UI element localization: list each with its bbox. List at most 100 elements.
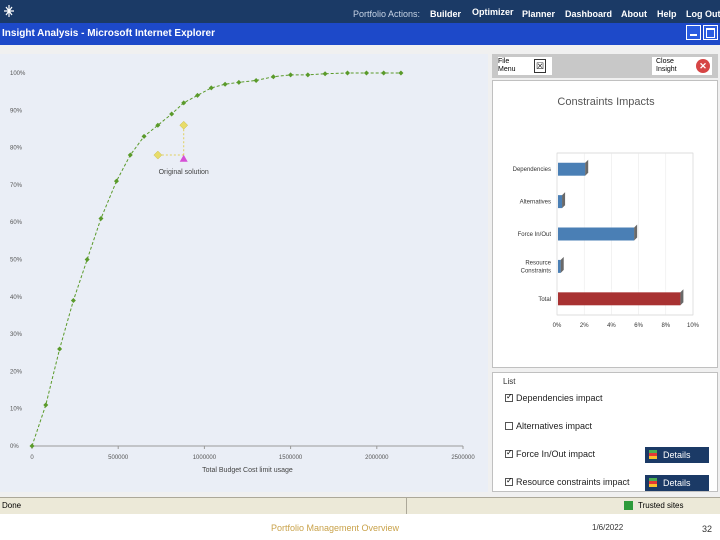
y-tick-label: 90% bbox=[10, 108, 23, 114]
curve-point bbox=[208, 85, 214, 91]
resource-constraints-details-button[interactable]: Details bbox=[645, 475, 709, 491]
trusted-sites-icon bbox=[624, 501, 633, 510]
force-in-out-checkbox[interactable] bbox=[505, 448, 513, 458]
window-title-bar: Insight Analysis - Microsoft Internet Ex… bbox=[0, 23, 720, 45]
constraints-bar bbox=[558, 292, 681, 306]
constraints-bar-top bbox=[558, 224, 638, 228]
resource-constraints-checkbox[interactable] bbox=[505, 476, 513, 486]
option-resource-constraints[interactable]: Resource constraints impact bbox=[505, 476, 630, 487]
curve-point bbox=[381, 70, 387, 76]
status-divider bbox=[406, 498, 407, 514]
nav-planner[interactable]: Planner bbox=[522, 9, 556, 19]
insight-toolbar: File Menu ☒ Close Insight ✕ bbox=[492, 54, 718, 78]
original-solution-marker bbox=[179, 154, 188, 162]
constraints-category-label: Alternatives bbox=[520, 200, 551, 206]
constraints-bar-top bbox=[558, 289, 684, 293]
footer-date: 1/6/2022 bbox=[592, 523, 624, 532]
constraints-bar-side bbox=[585, 159, 589, 176]
constraints-category-label: Force In/Out bbox=[518, 232, 552, 238]
close-icon: ✕ bbox=[696, 59, 710, 73]
curve-point bbox=[84, 257, 90, 262]
constraints-x-tick: 6% bbox=[634, 323, 643, 329]
portfolio-actions-label: Portfolio Actions: bbox=[353, 9, 421, 19]
status-text: Done bbox=[2, 501, 22, 510]
curve-point bbox=[70, 298, 76, 304]
option-label: Resource constraints impact bbox=[516, 477, 630, 487]
browser-status-bar: Done Trusted sites bbox=[0, 497, 720, 514]
curve-point bbox=[288, 72, 294, 78]
constraints-category-label: Dependencies bbox=[513, 167, 551, 173]
details-icon bbox=[649, 450, 657, 459]
footer-title: Portfolio Management Overview bbox=[271, 523, 400, 533]
constraints-bar-side bbox=[680, 289, 684, 306]
curve-point bbox=[127, 152, 133, 158]
curve-point bbox=[398, 70, 404, 76]
close-insight-label: Close Insight bbox=[656, 58, 677, 73]
file-menu-button[interactable]: File Menu ☒ bbox=[498, 57, 552, 75]
y-tick-label: 40% bbox=[10, 295, 23, 301]
curve-point bbox=[141, 133, 147, 139]
highlight-point bbox=[179, 120, 189, 130]
file-menu-icon: ☒ bbox=[534, 59, 546, 73]
curve-point bbox=[98, 215, 104, 221]
nav-builder[interactable]: Builder bbox=[430, 9, 462, 19]
top-nav-bar: Portfolio Actions: Builder Optimizer Pla… bbox=[0, 0, 720, 23]
x-axis-label: Total Budget Cost limit usage bbox=[202, 467, 293, 474]
curve-point bbox=[113, 178, 119, 184]
curve-point bbox=[363, 70, 369, 76]
constraints-bar-side bbox=[562, 192, 566, 209]
curve-point bbox=[57, 346, 63, 352]
file-menu-label: File Menu bbox=[498, 58, 516, 73]
y-tick-label: 100% bbox=[10, 71, 26, 77]
curve-point bbox=[181, 100, 187, 106]
constraints-bar-side bbox=[634, 224, 638, 241]
constraints-bar bbox=[558, 195, 563, 209]
details-label: Details bbox=[663, 450, 691, 460]
curve-point bbox=[169, 111, 175, 117]
close-insight-button[interactable]: Close Insight ✕ bbox=[652, 57, 712, 75]
y-tick-label: 70% bbox=[10, 183, 23, 189]
curve-point bbox=[222, 81, 228, 87]
force-in-out-details-button[interactable]: Details bbox=[645, 447, 709, 463]
curve-point bbox=[29, 443, 35, 449]
constraints-category-label: Constraints bbox=[521, 268, 551, 274]
x-tick-label: 1000000 bbox=[193, 455, 217, 461]
trusted-sites-label: Trusted sites bbox=[638, 501, 684, 510]
option-label: Force In/Out impact bbox=[516, 449, 596, 459]
original-solution-label: Original solution bbox=[159, 169, 209, 176]
details-icon bbox=[649, 478, 657, 487]
impact-options-panel: List Dependencies impact Alternatives im… bbox=[492, 372, 718, 492]
constraints-impacts-chart: Constraints Impacts 0% 2% 4% 6% 8% 10% Dependen… bbox=[513, 96, 700, 329]
curve-point bbox=[43, 402, 49, 408]
curve-point bbox=[344, 70, 350, 76]
constraints-bar-top bbox=[558, 256, 564, 260]
y-tick-label: 60% bbox=[10, 220, 23, 226]
option-dependencies[interactable]: Dependencies impact bbox=[505, 392, 603, 403]
options-heading: List bbox=[503, 377, 516, 386]
minimize-button[interactable] bbox=[686, 25, 701, 40]
alternatives-checkbox[interactable] bbox=[505, 422, 513, 430]
constraints-x-tick: 10% bbox=[687, 323, 700, 329]
slide-footer: Portfolio Management Overview 1/6/2022 3… bbox=[0, 514, 720, 540]
x-tick-label: 1500000 bbox=[279, 455, 303, 461]
nav-optimizer[interactable]: Optimizer bbox=[472, 7, 514, 17]
details-label: Details bbox=[663, 478, 691, 488]
nav-logout[interactable]: Log Out bbox=[686, 9, 720, 19]
nav-help[interactable]: Help bbox=[657, 9, 677, 19]
dependencies-checkbox[interactable] bbox=[505, 392, 513, 402]
nav-about[interactable]: About bbox=[621, 9, 647, 19]
constraints-x-tick: 0% bbox=[553, 323, 562, 329]
curve-point bbox=[305, 72, 311, 78]
app-logo-icon bbox=[4, 5, 14, 17]
curve-point bbox=[155, 122, 161, 128]
constraints-bar-side bbox=[560, 256, 564, 273]
option-force-in-out[interactable]: Force In/Out impact bbox=[505, 448, 596, 459]
curve-point bbox=[236, 79, 242, 85]
constraints-x-tick: 4% bbox=[607, 323, 616, 329]
constraints-bar bbox=[558, 162, 586, 176]
nav-dashboard[interactable]: Dashboard bbox=[565, 9, 613, 19]
maximize-button[interactable] bbox=[703, 25, 718, 40]
y-tick-label: 0% bbox=[10, 444, 19, 450]
option-alternatives[interactable]: Alternatives impact bbox=[505, 421, 592, 431]
budget-curve-svg: 100% 90% 80% 70% 60% 50% 40% 30% 20% 10% 0% 0 500000… bbox=[10, 70, 475, 474]
